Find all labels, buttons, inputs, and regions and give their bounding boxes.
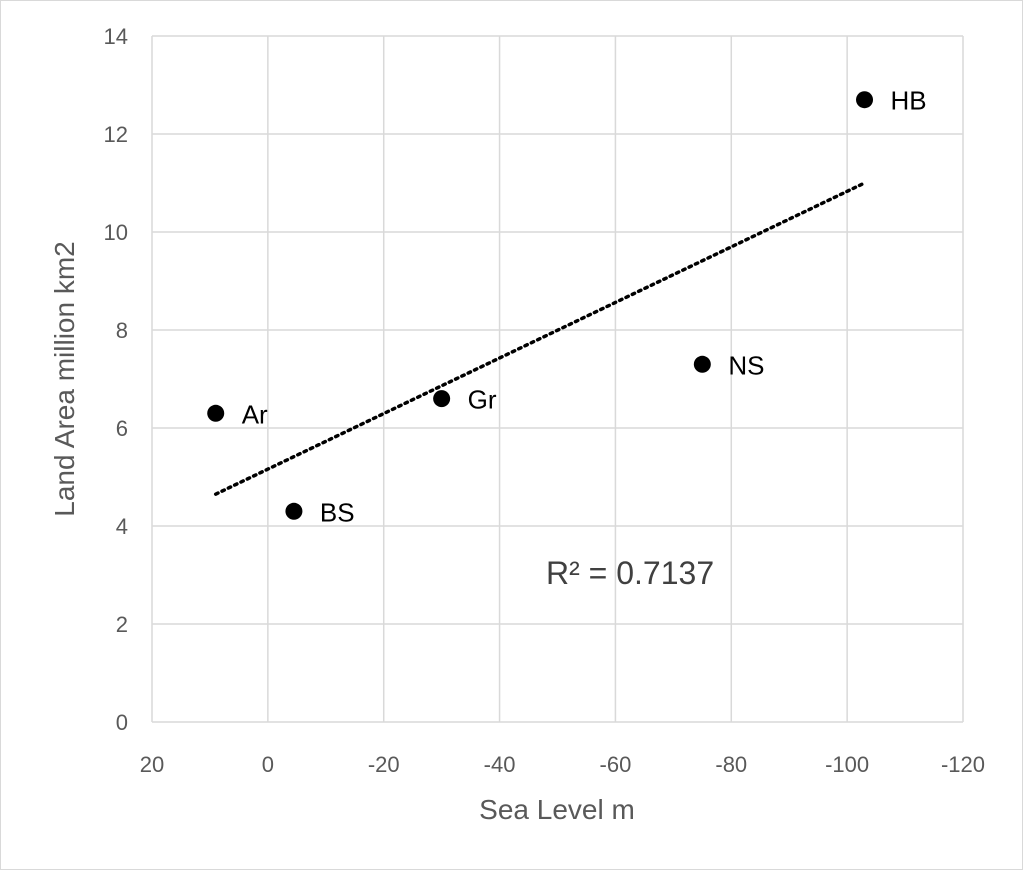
- y-axis-ticks: 0 2 4 6 8 10 12 14: [104, 24, 128, 735]
- y-tick-label: 8: [116, 318, 128, 343]
- data-points: Ar BS Gr NS HB: [207, 86, 927, 527]
- y-axis-title: Land Area million km2: [49, 241, 80, 516]
- y-tick-label: 6: [116, 416, 128, 441]
- x-tick-label: -120: [941, 752, 985, 777]
- x-tick-label: -20: [368, 752, 400, 777]
- data-point-label: Ar: [242, 399, 268, 429]
- data-point: [433, 390, 451, 408]
- x-tick-label: -100: [825, 752, 869, 777]
- r-squared-annotation: R² = 0.7137: [546, 555, 714, 591]
- data-point-label: Gr: [468, 385, 497, 415]
- x-tick-label: 20: [140, 752, 164, 777]
- y-tick-label: 14: [104, 24, 128, 49]
- y-tick-label: 0: [116, 710, 128, 735]
- data-point: [207, 404, 225, 422]
- trendline-group: [213, 181, 867, 496]
- x-tick-label: -80: [715, 752, 747, 777]
- data-point: [285, 502, 303, 520]
- data-point: [856, 91, 874, 109]
- x-axis-title: Sea Level m: [479, 794, 635, 825]
- y-tick-label: 12: [104, 122, 128, 147]
- x-axis-ticks: 20 0 -20 -40 -60 -80 -100 -120: [140, 752, 985, 777]
- x-tick-label: -60: [600, 752, 632, 777]
- data-point: [693, 355, 711, 373]
- x-tick-label: 0: [262, 752, 274, 777]
- data-point-label: BS: [320, 497, 355, 527]
- y-tick-label: 2: [116, 612, 128, 637]
- y-tick-label: 10: [104, 220, 128, 245]
- data-point-label: NS: [728, 350, 764, 380]
- y-tick-label: 4: [116, 514, 128, 539]
- trendline: [213, 181, 867, 496]
- gridlines: [151, 35, 964, 723]
- x-tick-label: -40: [484, 752, 516, 777]
- data-point-label: HB: [891, 86, 927, 116]
